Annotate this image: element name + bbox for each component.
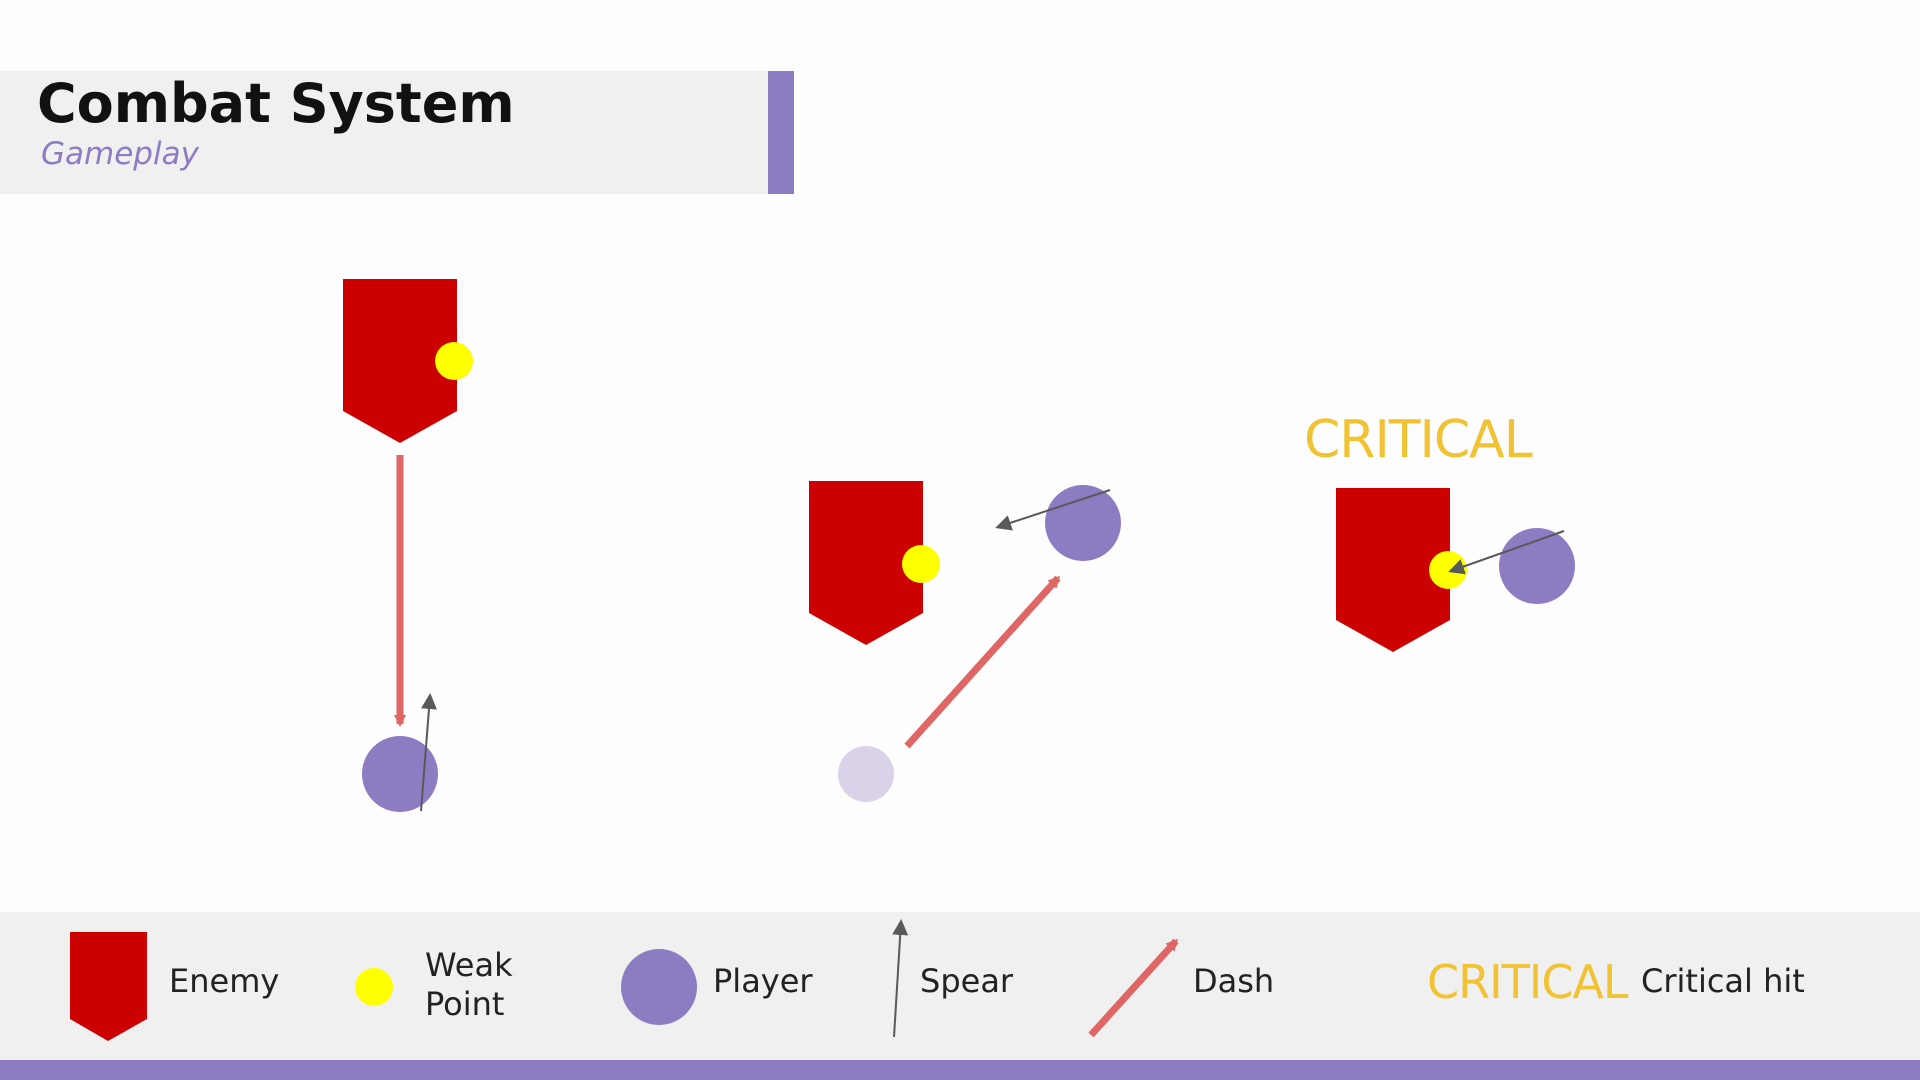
legend-dash-label: Dash [1193,962,1275,1000]
dash-arrow [904,575,1061,749]
legend-player-label: Player [713,962,813,1000]
legend-dash-icon [1088,938,1179,1038]
player-shape [1499,528,1575,604]
spear-arrow [420,693,437,812]
page-title: Combat System [37,72,515,135]
title-accent-bar [768,71,794,194]
legend-weak-point-icon [355,968,393,1006]
legend-critical-hit-label: Critical hit [1641,962,1805,1000]
player-ghost-shape [838,746,894,802]
legend-weak-point-label-line1: Weak [425,946,513,984]
weak-point [435,342,473,380]
spear-arrow [995,489,1111,531]
enemy-shape [343,279,457,443]
spear-arrow [1448,530,1565,575]
weak-point [902,545,940,583]
legend-icons [70,919,1179,1041]
bottom-accent-bar [0,1060,1920,1080]
scene-3 [1336,488,1575,652]
enemy-shape [1336,488,1450,652]
legend-enemy-label: Enemy [169,962,280,1000]
page-subtitle: Gameplay [41,136,199,172]
legend-critical-sample: CRITICAL [1427,955,1629,1009]
legend-spear-label: Spear [920,962,1014,1000]
legend-player-icon [621,949,697,1025]
player-shape [362,736,438,812]
scene-1 [343,279,473,812]
title-box [0,71,768,194]
legend-weak-point-label-line2: Point [425,985,505,1023]
scene-2 [809,481,1121,802]
weak-point [1429,551,1467,589]
player-shape [1045,485,1121,561]
legend-enemy-icon [70,932,147,1041]
legend-spear-icon [892,919,909,1038]
legend-panel [0,912,1920,1060]
enemy-shape [809,481,923,645]
critical-label: CRITICAL [1304,410,1533,470]
